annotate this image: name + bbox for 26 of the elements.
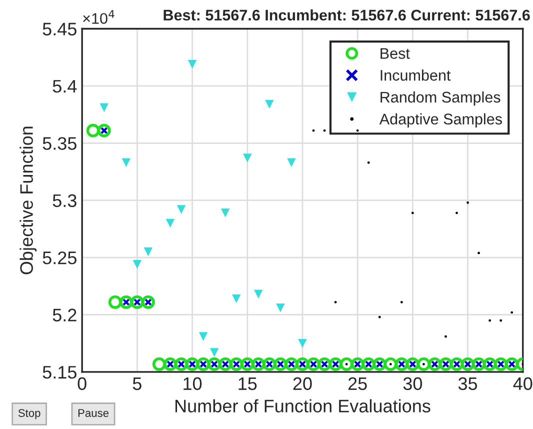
x-tick-label: 10 bbox=[184, 377, 202, 390]
x-tick-label: 20 bbox=[293, 377, 312, 390]
x-tick-label: 0 bbox=[78, 377, 86, 390]
y-tick-label: 5.4 bbox=[52, 80, 77, 93]
y-tick-label: 5.45 bbox=[42, 22, 76, 36]
x-tick-label: 25 bbox=[348, 377, 367, 390]
y-tick-label: 5.3 bbox=[52, 194, 76, 208]
legend-label: Random Samples bbox=[380, 91, 500, 106]
text: ×10$^{4}$ bbox=[83, 10, 114, 24]
x-axis-title: Number of Function Evaluations bbox=[176, 399, 430, 412]
text: Pause bbox=[78, 409, 109, 417]
y-tick-label: 5.25 bbox=[42, 251, 76, 264]
x-tick-label: 15 bbox=[238, 377, 257, 390]
text: Stop bbox=[18, 409, 40, 420]
x-tick-label: 30 bbox=[403, 377, 422, 390]
chart-title: Best: 51567.6 Incumbent: 51567.6 Current: 51567.6 bbox=[164, 9, 530, 21]
legend-label: Incumbent bbox=[380, 70, 451, 81]
y-tick-label: 5.15 bbox=[42, 366, 76, 379]
legend-label: Best bbox=[380, 48, 410, 59]
y-tick-label: 5.35 bbox=[42, 137, 76, 150]
x-tick-label: 40 bbox=[513, 377, 532, 390]
legend-label: Adaptive Samples bbox=[379, 113, 502, 128]
y-tick-label: 5.2 bbox=[52, 308, 76, 322]
x-tick-label: 5 bbox=[132, 377, 142, 390]
x-tick-label: 35 bbox=[458, 377, 478, 390]
y-axis-title: Objective Function bbox=[20, 126, 37, 274]
